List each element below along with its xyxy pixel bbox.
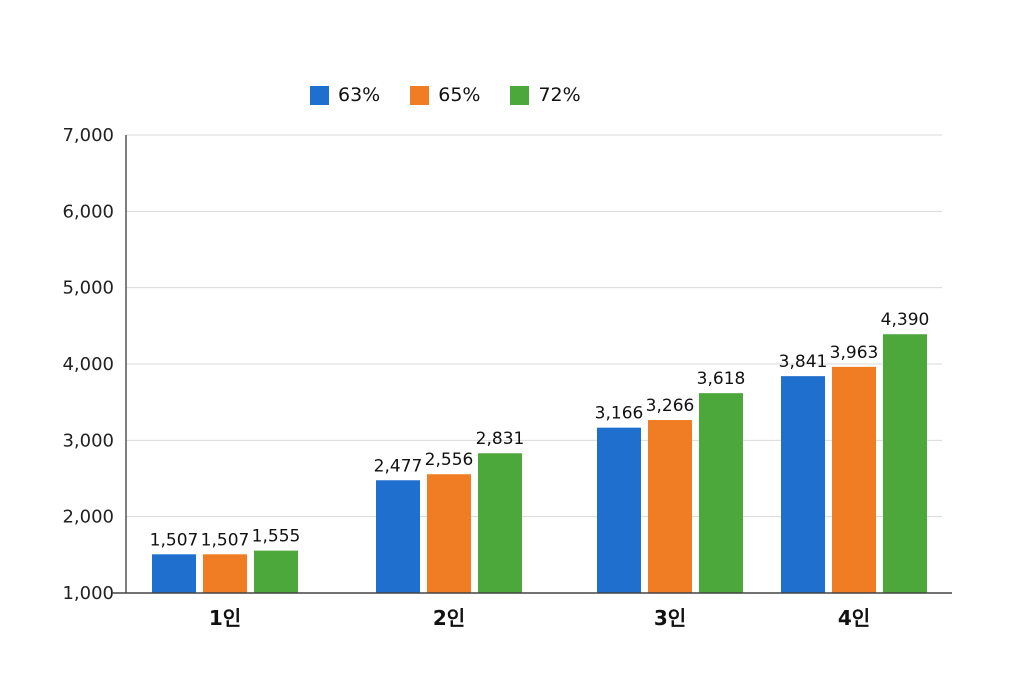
- bar: [832, 366, 876, 593]
- legend-swatch-65: [410, 85, 430, 105]
- y-tick-label: 1,000: [62, 583, 114, 604]
- bar: [427, 474, 471, 593]
- bar: [648, 420, 692, 593]
- data-label: 1,507: [150, 530, 199, 550]
- legend-swatch-63: [310, 85, 329, 105]
- legend: 63% 65% 72%: [310, 80, 581, 110]
- data-label: 2,556: [425, 450, 474, 470]
- bar: [597, 427, 641, 593]
- y-tick-label: 2,000: [62, 507, 114, 528]
- legend-item-65: 65%: [410, 84, 480, 106]
- bar: [699, 393, 743, 593]
- x-tick-label: 2인: [433, 606, 465, 630]
- y-tick-label: 3,000: [62, 430, 114, 451]
- legend-label-63: 63%: [338, 84, 381, 106]
- x-tick-label: 3인: [654, 606, 686, 630]
- legend-label-65: 65%: [438, 84, 481, 106]
- data-label: 3,266: [646, 396, 695, 416]
- legend-item-63: 63%: [310, 84, 380, 106]
- x-tick-label: 4인: [838, 606, 870, 630]
- data-label: 3,618: [697, 369, 746, 389]
- bar: [478, 453, 522, 593]
- x-tick-label: 1인: [209, 606, 241, 630]
- y-tick-label: 6,000: [62, 201, 114, 222]
- y-tick-label: 5,000: [62, 278, 114, 299]
- y-tick-label: 4,000: [62, 354, 114, 375]
- bar: [152, 554, 196, 593]
- bar: [883, 334, 927, 593]
- data-label: 1,507: [201, 530, 250, 550]
- data-label: 4,390: [881, 310, 930, 330]
- data-label: 3,963: [830, 343, 879, 363]
- bar: [376, 480, 420, 593]
- y-tick-label: 7,000: [62, 125, 114, 146]
- bar: [781, 376, 825, 593]
- bar: [203, 554, 247, 593]
- bar: [254, 550, 298, 593]
- data-label: 3,166: [595, 404, 644, 424]
- data-label: 2,831: [476, 429, 525, 449]
- data-label: 2,477: [374, 456, 423, 476]
- data-label: 3,841: [779, 352, 828, 372]
- legend-label-72: 72%: [538, 84, 581, 106]
- legend-swatch-72: [510, 85, 530, 105]
- data-label: 1,555: [252, 527, 301, 547]
- legend-item-72: 72%: [510, 84, 581, 106]
